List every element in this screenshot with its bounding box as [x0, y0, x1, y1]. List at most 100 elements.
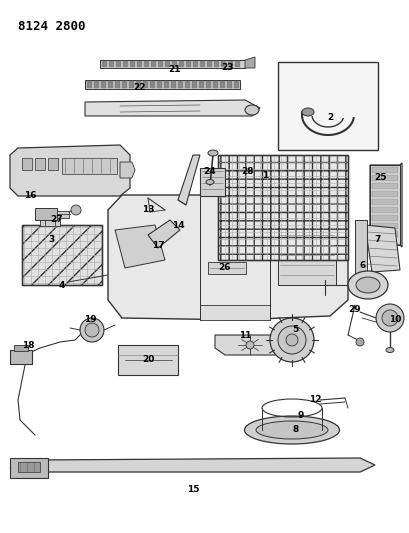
Polygon shape — [364, 225, 399, 272]
Bar — [10, 458, 48, 478]
Bar — [227, 81, 231, 88]
Bar — [35, 158, 45, 170]
Bar — [277, 230, 335, 285]
Bar — [218, 155, 347, 260]
Text: 21: 21 — [169, 66, 181, 75]
Bar — [369, 165, 399, 245]
Polygon shape — [10, 145, 130, 196]
Polygon shape — [214, 335, 284, 355]
Bar — [220, 81, 225, 88]
Bar — [178, 81, 182, 88]
Bar — [118, 345, 178, 375]
Bar — [371, 167, 397, 173]
Circle shape — [285, 334, 297, 346]
Text: 19: 19 — [83, 316, 96, 325]
Polygon shape — [10, 458, 374, 472]
Bar — [94, 81, 99, 88]
Circle shape — [270, 318, 313, 362]
Bar — [371, 175, 397, 181]
Bar — [116, 61, 121, 67]
Text: 24: 24 — [203, 167, 216, 176]
Text: 4: 4 — [58, 280, 65, 289]
Circle shape — [355, 338, 363, 346]
Bar — [186, 61, 191, 67]
Bar — [157, 61, 163, 67]
Circle shape — [381, 310, 397, 326]
Text: 18: 18 — [22, 341, 34, 350]
Bar — [218, 155, 347, 260]
Bar — [35, 208, 57, 220]
Text: 1: 1 — [261, 171, 267, 180]
Text: 5: 5 — [291, 326, 297, 335]
Polygon shape — [108, 195, 347, 320]
Text: 29: 29 — [348, 305, 360, 314]
Polygon shape — [200, 305, 270, 320]
Polygon shape — [120, 162, 135, 178]
Text: 14: 14 — [171, 221, 184, 230]
Text: 8: 8 — [292, 425, 299, 434]
Bar — [191, 81, 196, 88]
Ellipse shape — [347, 271, 387, 299]
Bar — [213, 81, 218, 88]
Circle shape — [277, 326, 305, 354]
Polygon shape — [148, 220, 180, 248]
Bar — [10, 350, 32, 364]
Text: 25: 25 — [374, 174, 387, 182]
Bar — [171, 81, 175, 88]
Bar — [129, 81, 134, 88]
Bar — [198, 81, 204, 88]
Text: 6: 6 — [359, 261, 365, 270]
Ellipse shape — [301, 108, 313, 116]
Bar — [108, 81, 113, 88]
Text: 7: 7 — [374, 236, 380, 245]
Bar — [101, 81, 106, 88]
Bar — [123, 61, 128, 67]
Text: 26: 26 — [218, 262, 231, 271]
Bar — [277, 62, 377, 150]
Bar — [130, 61, 135, 67]
Text: 15: 15 — [186, 486, 199, 495]
Polygon shape — [178, 155, 200, 205]
Bar — [371, 191, 397, 197]
Bar — [172, 61, 177, 67]
Bar — [234, 81, 238, 88]
Bar — [371, 223, 397, 229]
Bar — [85, 80, 239, 89]
Circle shape — [85, 323, 99, 337]
Bar — [371, 207, 397, 213]
Bar — [102, 61, 107, 67]
Text: 23: 23 — [221, 63, 234, 72]
Polygon shape — [85, 100, 259, 116]
Bar — [136, 81, 141, 88]
Circle shape — [245, 341, 254, 349]
Text: 11: 11 — [238, 330, 251, 340]
Text: 27: 27 — [51, 215, 63, 224]
Text: 20: 20 — [142, 356, 154, 365]
Circle shape — [71, 205, 81, 215]
Text: 13: 13 — [142, 206, 154, 214]
Bar — [57, 211, 69, 218]
Bar — [157, 81, 162, 88]
Text: 2: 2 — [326, 114, 332, 123]
Bar — [87, 81, 92, 88]
Text: 8124 2800: 8124 2800 — [18, 20, 85, 33]
Polygon shape — [115, 225, 164, 268]
Text: 9: 9 — [297, 410, 303, 419]
Bar — [354, 220, 366, 275]
Bar — [40, 218, 60, 226]
Bar — [220, 61, 225, 67]
Ellipse shape — [385, 348, 393, 352]
Text: 10: 10 — [388, 316, 400, 325]
Bar — [144, 61, 148, 67]
Ellipse shape — [207, 150, 218, 156]
Bar — [371, 231, 397, 237]
Bar — [22, 158, 32, 170]
Ellipse shape — [244, 416, 339, 444]
Bar — [122, 81, 127, 88]
Bar — [48, 158, 58, 170]
Bar — [115, 81, 120, 88]
Bar — [100, 60, 245, 68]
Text: 28: 28 — [241, 167, 254, 176]
Bar — [213, 61, 218, 67]
Ellipse shape — [245, 105, 258, 115]
